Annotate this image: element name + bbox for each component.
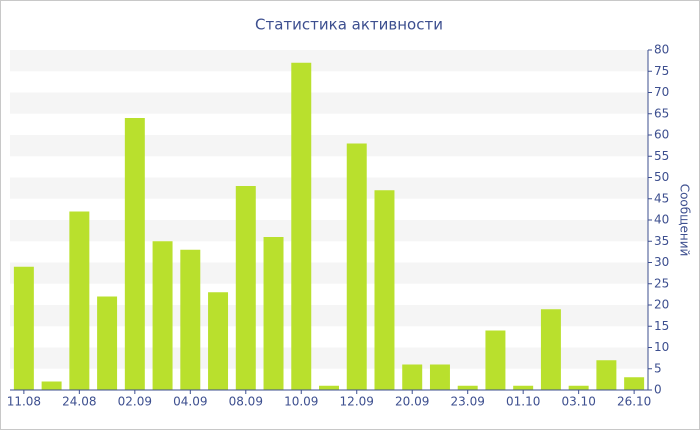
x-tick-label: 20.09 <box>395 395 429 409</box>
bar <box>540 309 561 390</box>
x-tick-label: 08.09 <box>229 395 263 409</box>
bar <box>69 211 90 390</box>
bar <box>124 118 145 390</box>
grid-band <box>10 220 648 242</box>
bar <box>624 377 645 390</box>
x-tick-label: 12.09 <box>340 395 374 409</box>
bar <box>13 266 34 390</box>
y-tick-label: 55 <box>654 149 669 163</box>
y-tick-label: 40 <box>654 213 669 227</box>
grid-band <box>10 177 648 199</box>
y-axis-title: Сообщений <box>678 184 692 257</box>
bar <box>429 364 450 390</box>
y-tick-label: 60 <box>654 128 669 142</box>
bar <box>513 385 534 390</box>
x-tick-label: 24.08 <box>62 395 96 409</box>
y-tick-label: 80 <box>654 43 669 57</box>
x-tick-label: 03.10 <box>561 395 595 409</box>
bar <box>180 249 201 390</box>
y-tick-label: 75 <box>654 64 669 78</box>
x-tick-label: 23.09 <box>451 395 485 409</box>
bar <box>208 292 229 390</box>
y-tick-label: 70 <box>654 85 669 99</box>
y-tick-label: 65 <box>654 106 669 120</box>
y-tick-label: 25 <box>654 276 669 290</box>
bar <box>263 237 284 390</box>
y-tick-label: 15 <box>654 319 669 333</box>
x-tick-label: 04.09 <box>173 395 207 409</box>
bar <box>402 364 423 390</box>
y-tick-label: 10 <box>654 340 669 354</box>
x-tick-label: 10.09 <box>284 395 318 409</box>
y-tick-label: 20 <box>654 298 669 312</box>
y-tick-label: 50 <box>654 170 669 184</box>
bar <box>346 143 367 390</box>
chart-title: Статистика активности <box>255 16 443 34</box>
x-tick-label: 02.09 <box>118 395 152 409</box>
grid-band <box>10 135 648 157</box>
y-tick-label: 30 <box>654 255 669 269</box>
grid-band <box>10 262 648 284</box>
y-tick-label: 0 <box>654 383 662 397</box>
bar <box>568 385 589 390</box>
bar <box>97 296 118 390</box>
x-tick-label: 26.10 <box>617 395 651 409</box>
grid-band <box>10 92 648 114</box>
x-tick-label: 11.08 <box>7 395 41 409</box>
bar <box>152 241 173 390</box>
y-tick-label: 35 <box>654 234 669 248</box>
bar <box>374 190 395 390</box>
bar <box>235 186 256 390</box>
bar <box>485 330 506 390</box>
y-tick-label: 45 <box>654 191 669 205</box>
bar <box>596 360 617 390</box>
bar <box>291 62 312 390</box>
bar <box>457 385 478 390</box>
bar <box>41 381 62 390</box>
grid-band <box>10 50 648 72</box>
x-tick-label: 01.10 <box>506 395 540 409</box>
y-tick-label: 5 <box>654 361 662 375</box>
bar <box>319 385 339 390</box>
